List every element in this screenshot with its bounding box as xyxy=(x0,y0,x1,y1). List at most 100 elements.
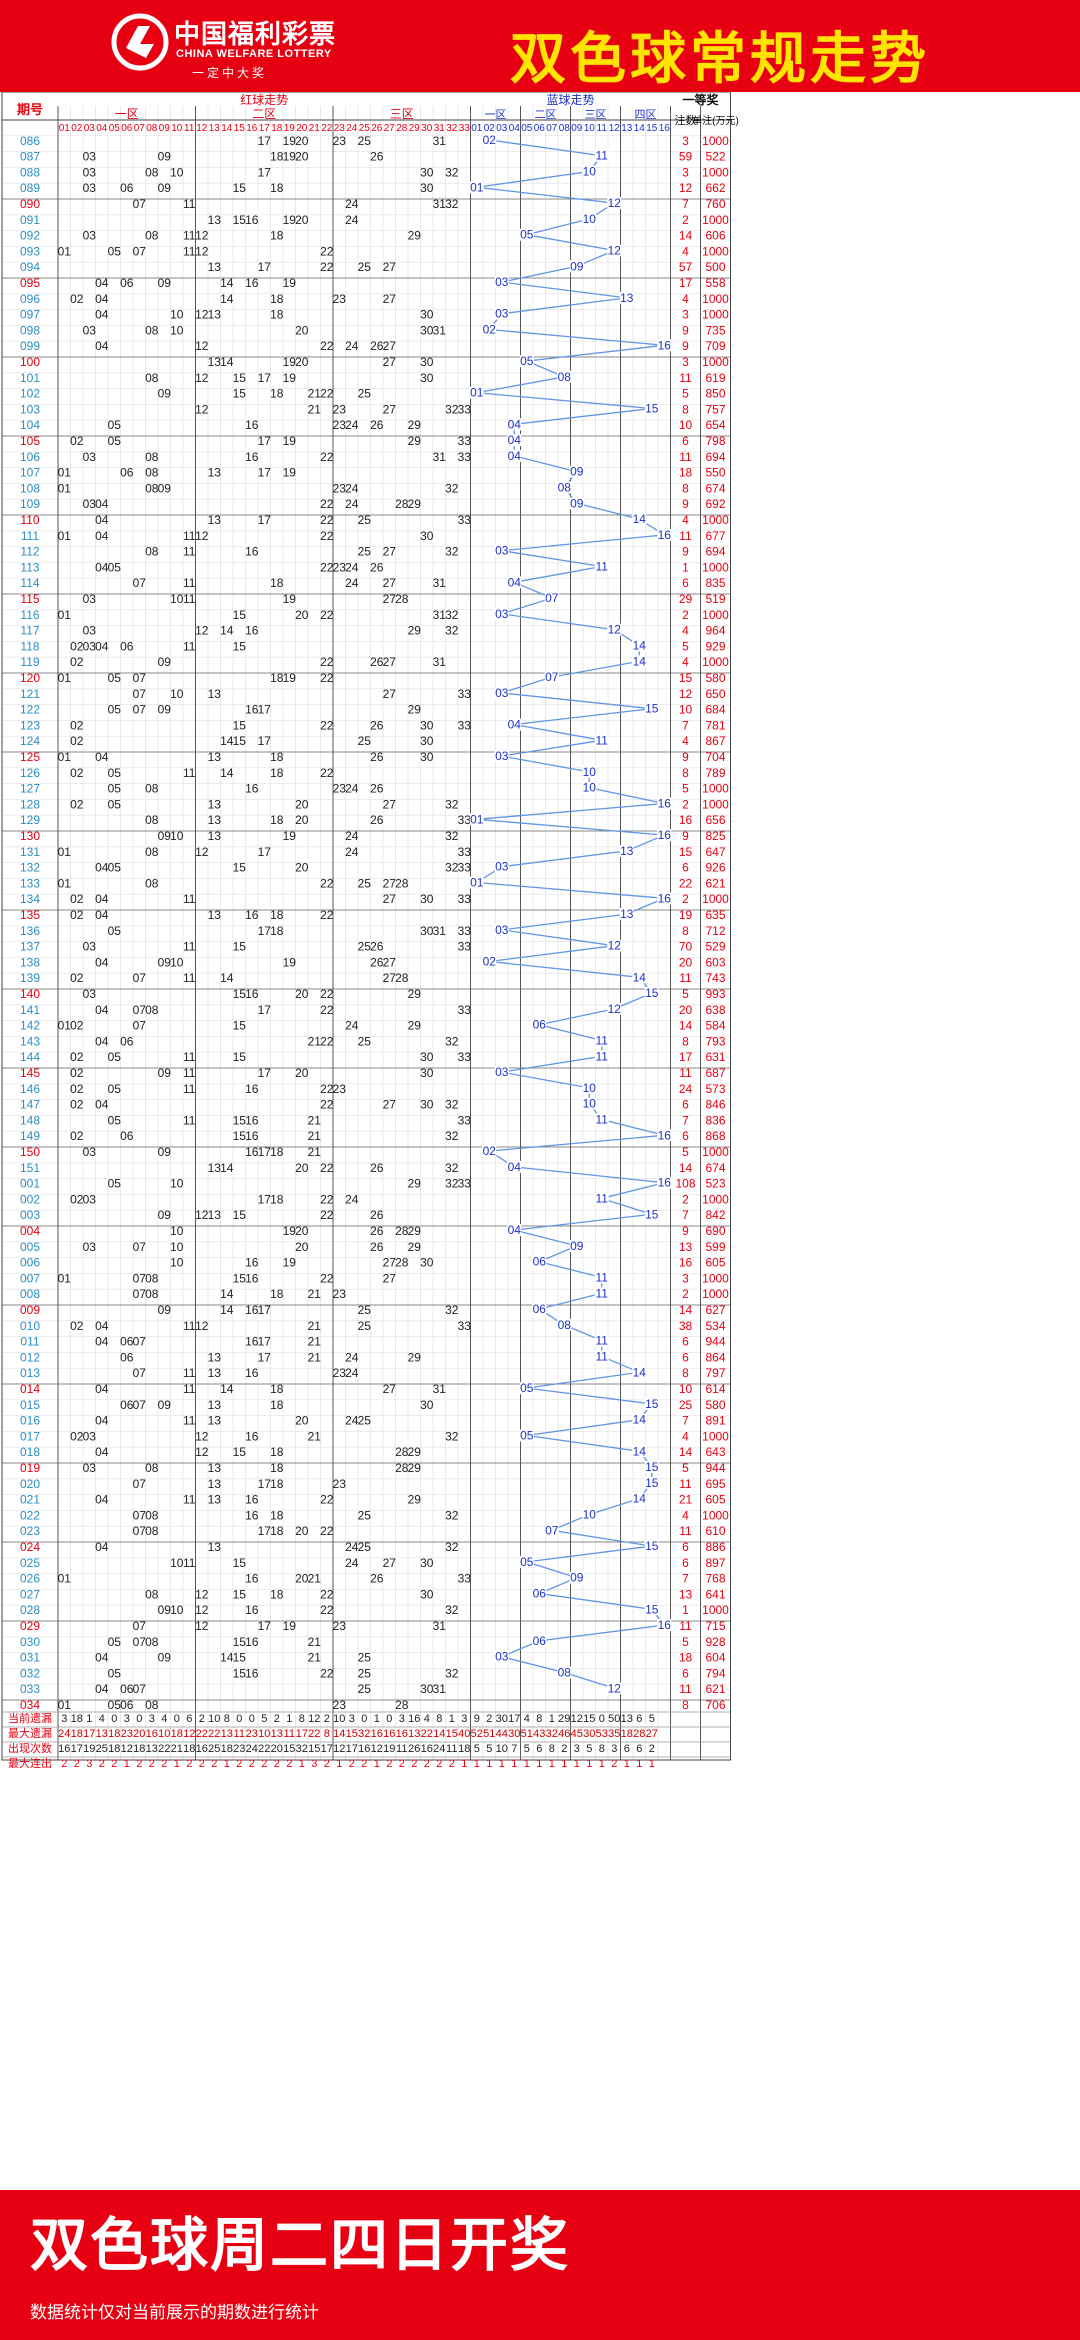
red-ball-mark: 02 xyxy=(70,892,84,906)
red-ball-mark: 20 xyxy=(295,1161,309,1175)
issue-label: 101 xyxy=(20,371,40,385)
red-ball-mark: 29 xyxy=(408,1461,422,1475)
prize-count: 7 xyxy=(682,1113,689,1127)
blue-ball-bg xyxy=(582,1081,597,1094)
red-ball-mark: 26 xyxy=(370,560,384,574)
red-ball-mark: 30 xyxy=(420,1556,434,1570)
red-ball-mark: 11 xyxy=(183,892,196,906)
red-ball-mark: 29 xyxy=(408,624,422,638)
red-ball-mark: 10 xyxy=(170,829,184,843)
prize-amount: 1000 xyxy=(702,1287,729,1301)
red-ball-mark: 22 xyxy=(320,387,334,401)
red-ball-mark: 29 xyxy=(408,1445,422,1459)
red-ball-mark: 23 xyxy=(333,560,347,574)
stat-value: 3 xyxy=(149,1713,155,1725)
red-ball-mark: 08 xyxy=(145,481,159,495)
prize-count: 11 xyxy=(679,1477,692,1491)
red-ball-mark: 15 xyxy=(233,1208,247,1222)
red-ball-mark: 14 xyxy=(220,276,234,290)
red-ball-mark: 17 xyxy=(258,371,272,385)
blue-ball-bg xyxy=(644,1397,659,1410)
red-ball-mark: 16 xyxy=(245,213,259,227)
stat-value: 10 xyxy=(333,1713,345,1725)
red-ball-mark: 16 xyxy=(245,1366,259,1380)
blue-ball-mark: 05 xyxy=(520,1555,534,1569)
red-ball-mark: 17 xyxy=(258,1145,272,1159)
prize-amount: 743 xyxy=(705,971,725,985)
blue-ball-bg xyxy=(594,1271,609,1284)
red-ball-mark: 05 xyxy=(108,671,122,685)
prize-amount: 523 xyxy=(705,1177,725,1191)
prize-amount: 964 xyxy=(705,624,725,638)
prize-count: 1 xyxy=(682,560,689,574)
blue-ball-mark: 03 xyxy=(495,686,509,700)
red-col-label: 04 xyxy=(96,123,108,134)
red-ball-mark: 08 xyxy=(145,450,159,464)
stat-value: 1 xyxy=(536,1758,542,1770)
red-ball-mark: 26 xyxy=(370,750,384,764)
red-ball-mark: 19 xyxy=(283,276,297,290)
red-ball-mark: 33 xyxy=(458,1003,472,1017)
red-ball-mark: 17 xyxy=(258,434,272,448)
stat-value: 4 xyxy=(161,1713,167,1725)
red-col-label: 05 xyxy=(109,123,121,134)
blue-ball-mark: 09 xyxy=(570,1239,584,1253)
blue-ball-bg xyxy=(532,1255,547,1268)
stat-value: 17 xyxy=(508,1713,520,1725)
blue-zone3-header: 三区 xyxy=(585,109,607,121)
issue-label: 104 xyxy=(20,418,40,432)
red-ball-mark: 27 xyxy=(383,576,397,590)
red-ball-mark: 22 xyxy=(320,1587,334,1601)
red-ball-mark: 27 xyxy=(383,655,397,669)
issue-label: 031 xyxy=(20,1651,40,1665)
red-ball-mark: 21 xyxy=(308,1651,322,1665)
red-col-label: 29 xyxy=(409,123,421,134)
blue-ball-mark: 11 xyxy=(596,1192,609,1206)
red-col-label: 19 xyxy=(284,123,296,134)
red-col-label: 11 xyxy=(184,123,195,134)
prize-count: 4 xyxy=(682,624,689,638)
issue-label: 088 xyxy=(20,165,40,179)
red-ball-mark: 03 xyxy=(83,1192,97,1206)
red-ball-mark: 27 xyxy=(383,592,397,606)
blue-ball-mark: 10 xyxy=(583,1097,597,1111)
blue-ball-bg xyxy=(494,1066,509,1079)
issue-label: 021 xyxy=(20,1493,40,1507)
prize-count: 5 xyxy=(682,387,689,401)
issue-label: 127 xyxy=(20,782,40,796)
red-ball-mark: 07 xyxy=(133,1287,147,1301)
prize-count: 21 xyxy=(679,1493,693,1507)
red-ball-mark: 23 xyxy=(333,481,347,495)
red-ball-mark: 05 xyxy=(108,244,122,258)
blue-col-label: 13 xyxy=(621,123,633,134)
blue-ball-mark: 15 xyxy=(645,1397,659,1411)
blue-ball-mark: 13 xyxy=(620,291,634,305)
blue-ball-bg xyxy=(594,1050,609,1063)
stat-value: 0 xyxy=(236,1713,242,1725)
stat-label: 最大遗漏 xyxy=(8,1726,52,1740)
red-ball-mark: 24 xyxy=(345,481,359,495)
red-ball-mark: 13 xyxy=(208,829,222,843)
red-ball-mark: 28 xyxy=(395,1445,409,1459)
red-ball-mark: 01 xyxy=(58,876,72,890)
red-ball-mark: 22 xyxy=(320,1208,334,1222)
stat-value: 2 xyxy=(361,1758,367,1770)
blue-ball-mark: 01 xyxy=(470,876,484,890)
red-ball-mark: 19 xyxy=(283,1256,297,1270)
blue-ball-mark: 15 xyxy=(645,702,659,716)
red-ball-mark: 13 xyxy=(208,687,222,701)
red-ball-mark: 20 xyxy=(295,813,309,827)
red-ball-mark: 06 xyxy=(120,466,134,480)
red-ball-mark: 25 xyxy=(358,1303,372,1317)
prize-amount: 929 xyxy=(705,639,725,653)
prize-count: 2 xyxy=(682,608,689,622)
red-ball-mark: 16 xyxy=(245,1256,259,1270)
issue-label: 013 xyxy=(20,1366,40,1380)
blue-ball-mark: 06 xyxy=(533,1255,547,1269)
prize-amount: 690 xyxy=(705,1224,725,1238)
red-ball-mark: 26 xyxy=(370,418,384,432)
prize-amount: 638 xyxy=(705,1003,725,1017)
blue-ball-bg xyxy=(532,1018,547,1031)
prize-amount: 1000 xyxy=(702,1429,729,1443)
stat-value: 0 xyxy=(386,1713,392,1725)
